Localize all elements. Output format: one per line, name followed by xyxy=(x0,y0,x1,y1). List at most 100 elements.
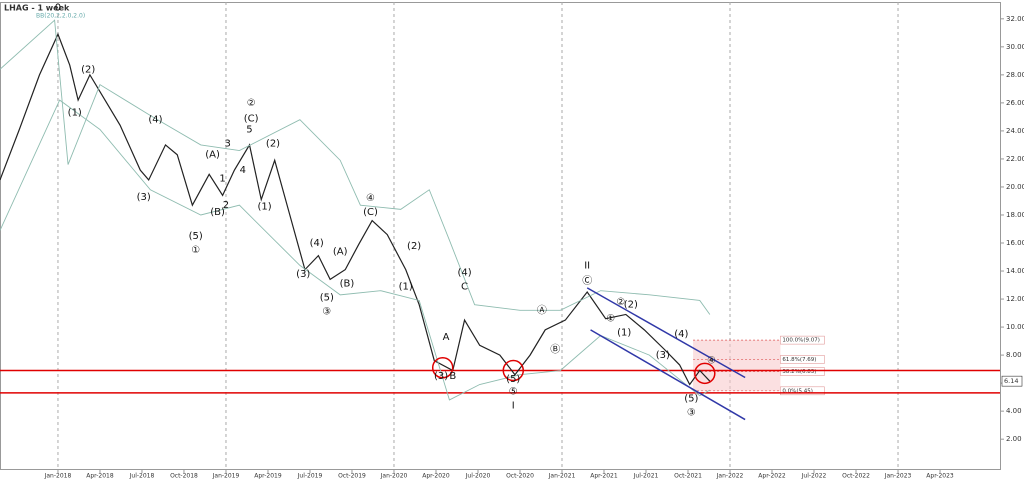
wave-label: A xyxy=(443,332,450,343)
x-tick-label: Oct-2018 xyxy=(170,473,198,479)
wave-label: (2) xyxy=(407,241,421,252)
x-tick-label: Jul-2022 xyxy=(801,473,827,479)
wave-label: 5 xyxy=(246,125,252,136)
highlight-circle xyxy=(502,359,525,382)
x-tick-label: Jan-2021 xyxy=(548,473,576,479)
wave-label: (3) xyxy=(296,269,310,280)
y-tick-label: 18.00 xyxy=(1006,211,1024,219)
x-tick-label: Oct-2022 xyxy=(842,473,870,479)
y-tick-label: 12.00 xyxy=(1006,295,1024,303)
wave-label: (2) xyxy=(81,64,95,75)
wave-label: (4) xyxy=(148,115,162,126)
wave-label: I xyxy=(512,401,515,412)
wave-label: (4) xyxy=(310,238,324,249)
wave-label: (1) xyxy=(399,281,413,292)
channel-line xyxy=(586,287,746,379)
fib-label: 0.0%(5.45) xyxy=(782,388,813,394)
wave-label: (2) xyxy=(624,300,638,311)
x-tick-label: Apr-2018 xyxy=(86,473,114,479)
fib-label-box xyxy=(780,367,825,376)
wave-label: ③ xyxy=(687,408,696,419)
x-tick-label: Jan-2020 xyxy=(380,473,408,479)
price-tag xyxy=(1001,375,1023,387)
channel-line xyxy=(590,329,746,421)
wave-label: 4 xyxy=(240,165,246,176)
y-tick-label: 26.00 xyxy=(1006,99,1024,107)
y-tick-label: 16.00 xyxy=(1006,239,1024,247)
x-tick-label: Oct-2019 xyxy=(338,473,366,479)
bollinger-band xyxy=(0,19,711,315)
y-tick-label: 24.00 xyxy=(1006,127,1024,135)
x-tick-label: Oct-2020 xyxy=(506,473,534,479)
wave-label: ② xyxy=(616,297,625,308)
wave-label: (3) xyxy=(434,371,448,382)
x-tick-label: Apr-2022 xyxy=(758,473,786,479)
x-tick-label: Apr-2020 xyxy=(422,473,450,479)
y-tick-label: 20.00 xyxy=(1006,183,1024,191)
wave-label: (2) xyxy=(266,139,280,150)
x-tick-label: Jan-2019 xyxy=(212,473,240,479)
wave-label: 2 xyxy=(223,200,229,211)
wave-label: (B) xyxy=(210,207,225,218)
wave-label: (B) xyxy=(340,279,355,290)
wave-label: B xyxy=(449,371,456,382)
wave-label: (5) xyxy=(506,374,520,385)
wave-label: ① xyxy=(191,245,200,256)
x-tick-label: Apr-2023 xyxy=(926,473,954,479)
y-tick-label: 8.00 xyxy=(1006,351,1022,359)
x-tick-label: Jul-2019 xyxy=(297,473,323,479)
y-tick-label: 22.00 xyxy=(1006,155,1024,163)
wave-label: ② xyxy=(247,98,256,109)
wave-label: II xyxy=(584,260,590,271)
y-tick-label: 4.00 xyxy=(1006,407,1022,415)
wave-label: 1 xyxy=(219,174,225,185)
fib-label: 100.0%(9.07) xyxy=(782,338,820,344)
y-tick-label: 14.00 xyxy=(1006,267,1024,275)
wave-label: C xyxy=(461,281,468,292)
y-tick-label: 32.00 xyxy=(1006,15,1024,23)
x-tick-label: Apr-2019 xyxy=(254,473,282,479)
fib-label: 61.8%(7.69) xyxy=(782,357,816,363)
wave-label: 3 xyxy=(224,139,230,150)
price-line xyxy=(0,32,711,386)
fib-label-box xyxy=(780,335,825,345)
x-tick-label: Jan-2023 xyxy=(884,473,912,479)
highlight-circle xyxy=(694,362,716,385)
highlight-circle xyxy=(431,356,454,379)
wave-label: 0 xyxy=(55,3,61,14)
fib-label: 38.2%(6.83) xyxy=(782,369,816,375)
x-tick-label: Jul-2018 xyxy=(129,473,155,479)
wave-label: ① xyxy=(606,314,615,325)
fib-label-box xyxy=(780,355,825,364)
wave-label: Ⓒ xyxy=(582,275,592,287)
bollinger-band xyxy=(0,99,711,401)
x-tick-label: Apr-2021 xyxy=(590,473,618,479)
indicator-label: BB(20,2,2.0,2.0) xyxy=(36,13,85,20)
y-tick-label: 2.00 xyxy=(1006,435,1022,443)
wave-label: (A) xyxy=(333,246,348,257)
wave-label: (5) xyxy=(684,394,698,405)
wave-label: (1) xyxy=(617,328,631,339)
wave-label: Ⓐ xyxy=(537,304,547,316)
wave-label: (C) xyxy=(363,207,378,218)
wave-label: Ⓑ xyxy=(550,343,560,355)
x-tick-label: Jul-2020 xyxy=(465,473,491,479)
plot-border xyxy=(0,2,1001,470)
x-tick-label: Oct-2021 xyxy=(674,473,702,479)
x-tick-label: Jul-2021 xyxy=(633,473,659,479)
wave-label: (3) xyxy=(137,192,151,203)
y-tick-label: 30.00 xyxy=(1006,43,1024,51)
wave-label: ③ xyxy=(322,307,331,318)
y-tick-label: 28.00 xyxy=(1006,71,1024,79)
y-tick-label: 10.00 xyxy=(1006,323,1024,331)
wave-label: (4) xyxy=(674,329,688,340)
chart-title: LHAG - 1 week xyxy=(4,4,70,13)
wave-label: (5) xyxy=(320,293,334,304)
fib-label-box xyxy=(780,386,825,396)
wave-label: (5) xyxy=(189,231,203,242)
x-tick-label: Jan-2018 xyxy=(44,473,72,479)
x-tick-label: Jan-2022 xyxy=(716,473,744,479)
wave-label: (C) xyxy=(244,113,259,124)
wave-label: ⑤ xyxy=(509,387,518,398)
